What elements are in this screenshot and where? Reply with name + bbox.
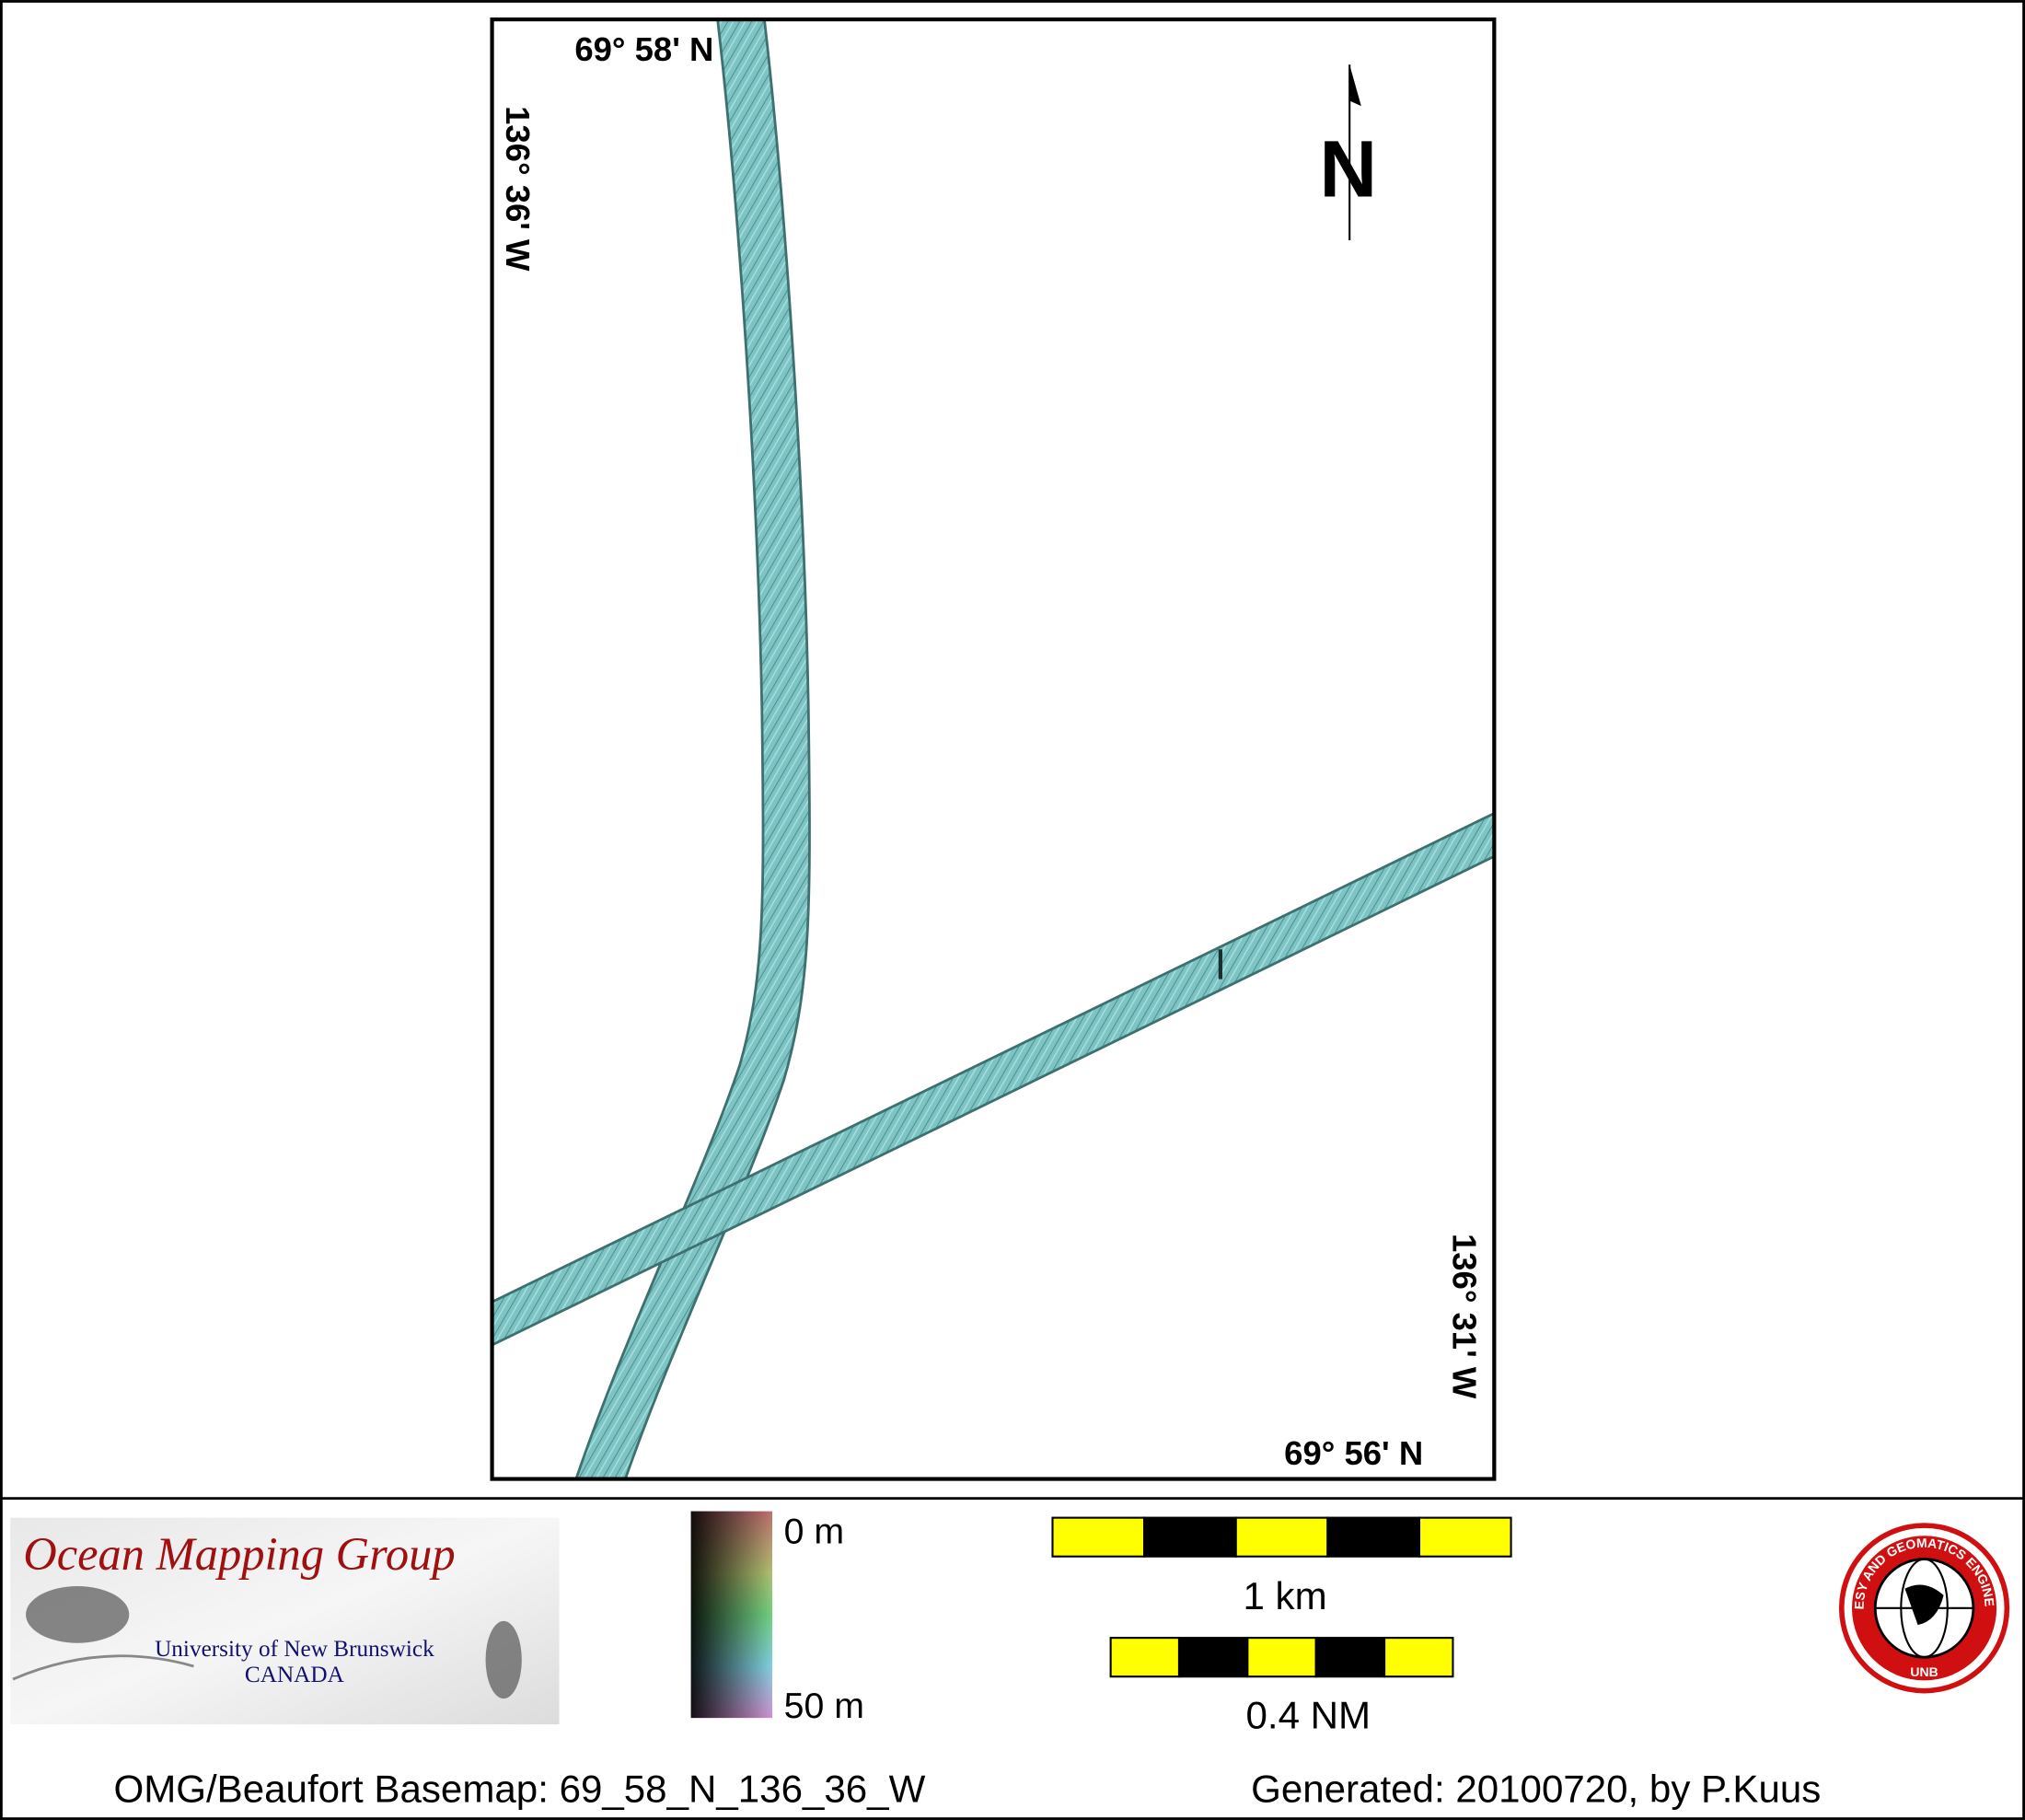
omg-subtitle: University of New Brunswick: [155, 1636, 434, 1662]
north-arrow: N: [1319, 64, 1377, 241]
swaths: [492, 19, 1495, 1479]
scale-segment: [1051, 1516, 1146, 1558]
omg-subtitle: CANADA: [245, 1662, 345, 1687]
scale-label: 1 km: [1243, 1574, 1326, 1617]
swath: [577, 19, 809, 1479]
footer-basemap: OMG/Beaufort Basemap: 69_58_N_136_36_W: [113, 1767, 925, 1810]
scale-segment: [1177, 1637, 1249, 1678]
depth-legend: 0 m 50 m: [690, 1511, 864, 1726]
scale-segment: [1418, 1516, 1512, 1558]
scale-bar-nm: 0.4 NM: [1109, 1637, 1454, 1736]
footer-generated: Generated: 20100720, by P.Kuus: [1251, 1767, 1821, 1810]
lat-label: 69° 58' N: [574, 30, 713, 68]
logo-unb: UNB: [1910, 1664, 1938, 1679]
logo-graphic: [26, 1586, 130, 1643]
lat-label: 69° 56' N: [1284, 1434, 1423, 1472]
scale-segment: [1143, 1516, 1237, 1558]
map-frame: [490, 17, 1497, 1481]
lon-label: 136° 31' W: [1445, 1234, 1483, 1399]
depth-label: 50 m: [784, 1686, 864, 1726]
scale-segment: [1314, 1637, 1386, 1678]
lon-label: 136° 36' W: [499, 106, 537, 272]
scale-segment: [1246, 1637, 1317, 1678]
scale-segment: [1326, 1516, 1421, 1558]
logo-graphic: [485, 1620, 522, 1699]
north-label: N: [1319, 124, 1377, 214]
scale-bar-km: 1 km: [1051, 1516, 1512, 1617]
scale-segment: [1234, 1516, 1329, 1558]
depth-label: 0 m: [784, 1512, 844, 1552]
omg-logo: Ocean Mapping Group University of New Br…: [10, 1517, 560, 1725]
omg-title: Ocean Mapping Group: [23, 1528, 455, 1580]
scale-label: 0.4 NM: [1245, 1693, 1371, 1736]
logo-globe: [1904, 1584, 1944, 1626]
scale-segment: [1383, 1637, 1454, 1678]
scale-segment: [1109, 1637, 1181, 1678]
color-bar-shade: [690, 1511, 773, 1719]
swath: [492, 815, 1495, 1344]
logo-graphic: [12, 1654, 194, 1681]
